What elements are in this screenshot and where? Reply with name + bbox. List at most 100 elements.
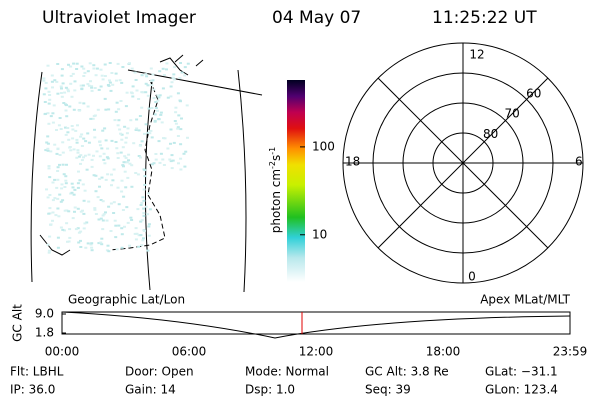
title: Ultraviolet Imager (42, 8, 196, 28)
emission-pixel (93, 128, 96, 131)
emission-pixel (56, 170, 60, 172)
emission-pixel (101, 214, 105, 217)
emission-pixel (146, 213, 150, 216)
emission-pixel (110, 184, 113, 187)
colorbar (287, 80, 305, 282)
emission-pixel (71, 72, 75, 75)
emission-pixel (80, 87, 84, 90)
emission-pixel (48, 94, 52, 96)
emission-pixel (76, 124, 79, 127)
emission-pixel (82, 212, 86, 215)
emission-pixel (137, 234, 141, 237)
emission-pixel (90, 246, 94, 249)
emission-pixel (76, 207, 80, 210)
emission-pixel (60, 68, 64, 71)
emission-pixel (46, 64, 50, 67)
emission-pixel (100, 237, 104, 240)
emission-pixel (46, 196, 50, 199)
emission-pixel (89, 243, 93, 246)
emission-pixel (139, 204, 143, 206)
emission-pixel (69, 149, 73, 152)
emission-pixel (143, 229, 146, 232)
emission-pixel (56, 148, 60, 151)
emission-pixel (70, 182, 74, 185)
emission-pixel (46, 142, 50, 145)
emission-pixel (76, 227, 80, 230)
emission-pixel (109, 230, 113, 232)
emission-pixel (154, 158, 158, 161)
emission-pixel (86, 105, 90, 108)
emission-pixel (142, 214, 146, 217)
coastline (109, 79, 166, 251)
emission-pixel (100, 176, 104, 179)
emission-pixel (134, 172, 138, 174)
emission-pixel (169, 85, 173, 88)
emission-pixel (99, 217, 103, 220)
emission-pixel (56, 246, 60, 249)
emission-pixel (92, 67, 96, 70)
emission-pixel (82, 156, 85, 159)
emission-pixel (44, 87, 48, 90)
altitude-frame (61, 311, 571, 335)
emission-pixel (48, 235, 52, 238)
emission-pixel (46, 243, 50, 246)
emission-pixel (47, 251, 51, 254)
emission-pixel (47, 212, 51, 215)
date: 04 May 07 (272, 8, 361, 28)
emission-pixel (124, 105, 128, 108)
emission-pixel (120, 246, 124, 249)
altitude-curve (61, 311, 571, 339)
emission-pixel (76, 149, 80, 152)
emission-pixel (138, 115, 142, 117)
emission-pixel (70, 95, 74, 98)
emission-pixel (177, 114, 181, 117)
emission-pixel (82, 67, 86, 70)
emission-pixel (115, 147, 119, 150)
emission-pixel (176, 127, 180, 130)
emission-pixel (90, 89, 94, 92)
emission-pixel (96, 108, 100, 111)
emission-pixel (142, 207, 146, 210)
emission-pixel (130, 219, 134, 221)
emission-pixel (44, 81, 48, 84)
emission-pixel (172, 73, 176, 76)
emission-pixel (64, 103, 68, 106)
emission-pixel (106, 84, 110, 86)
emission-pixel (47, 102, 51, 105)
emission-pixel (185, 104, 189, 107)
emission-pixel (97, 242, 101, 245)
emission-pixel (88, 62, 92, 65)
emission-pixel (178, 77, 182, 80)
emission-pixel (130, 67, 134, 70)
emission-pixel (51, 112, 55, 115)
emission-pixel (144, 73, 148, 76)
status-field: GC Alt: 3.8 Re (365, 365, 449, 379)
emission-pixel (56, 178, 60, 181)
emission-pixel (90, 242, 94, 245)
emission-pixel (116, 152, 120, 155)
emission-pixel (110, 139, 114, 142)
emission-pixel (116, 124, 120, 127)
emission-pixel (89, 117, 93, 120)
emission-pixel (183, 74, 187, 77)
emission-pixel (128, 62, 131, 65)
emission-pixel (53, 79, 57, 82)
emission-pixel (46, 149, 50, 152)
emission-pixel (186, 136, 189, 139)
emission-pixel (141, 196, 145, 199)
emission-pixel (169, 142, 172, 145)
emission-pixel (96, 196, 100, 199)
emission-pixel (120, 233, 124, 236)
emission-pixel (82, 75, 86, 77)
emission-pixel (69, 82, 73, 85)
status-field: Seq: 39 (365, 383, 411, 397)
emission-pixel (79, 230, 83, 233)
emission-pixel (134, 227, 138, 230)
emission-pixel (171, 76, 175, 79)
emission-pixel (59, 200, 63, 203)
emission-pixel (119, 151, 123, 154)
emission-pixel (112, 212, 116, 214)
emission-pixel (160, 121, 164, 124)
emission-pixel (83, 154, 87, 157)
emission-pixel (46, 112, 50, 115)
